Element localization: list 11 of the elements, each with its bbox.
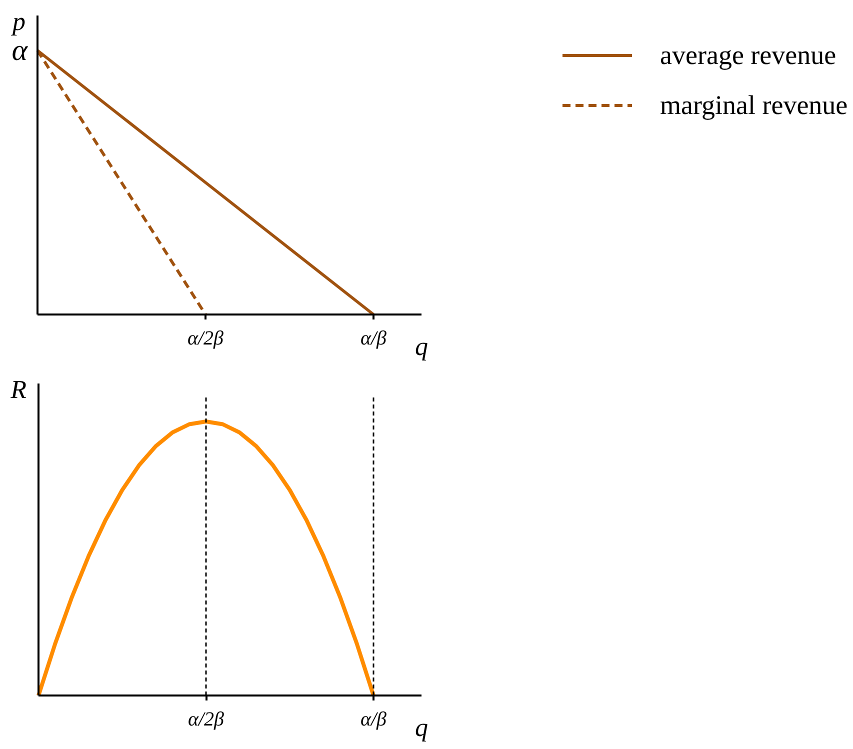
x-tick-label: α/β: [360, 328, 387, 350]
x-tick-label: α/2β: [187, 328, 224, 350]
x-tick-label: α/2β: [188, 708, 224, 730]
legend-label: average revenue: [660, 38, 836, 72]
y-axis-title: R: [10, 375, 27, 404]
y-axis-title: p: [10, 7, 26, 36]
x-tick-label: α/β: [360, 708, 387, 730]
x-axis-title: q: [415, 332, 428, 361]
text: α: [12, 34, 29, 67]
x-axis-title: q: [415, 713, 428, 742]
legend-label: marginal revenue: [660, 88, 848, 122]
